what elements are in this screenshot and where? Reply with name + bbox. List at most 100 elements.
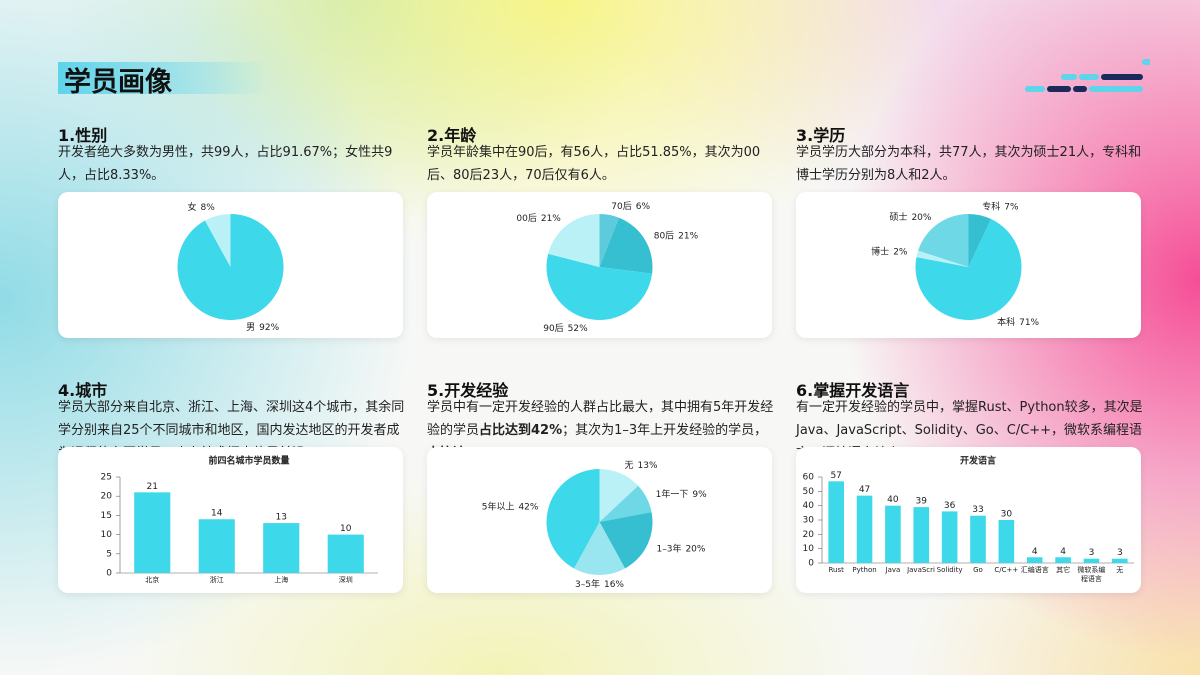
- slice-value: 20%: [685, 544, 705, 554]
- slice-category: 专科: [982, 200, 1000, 212]
- x-label-box: C/C++: [994, 566, 1019, 574]
- bar-value-label: 47: [859, 485, 870, 495]
- section-heading: 5.开发经验: [427, 381, 509, 400]
- slice-category: 男: [246, 322, 255, 333]
- bar: [1026, 557, 1043, 563]
- section-heading: 1.性别: [58, 126, 108, 145]
- chart-card: 无 13% 1年一下 9% 1–3年 20% 3–5年 16% 5年以上 42%: [427, 447, 772, 593]
- x-label-box: Go: [973, 566, 983, 574]
- x-label-box: 微软系编程语言: [1077, 566, 1106, 583]
- bar-value-label: 4: [1060, 547, 1066, 557]
- pie-slice: [546, 253, 653, 320]
- slice-label: 博士 2%: [871, 245, 908, 257]
- pie-slice: [548, 214, 600, 267]
- pie-slice: [599, 512, 653, 569]
- bar: [198, 519, 235, 573]
- bar-value-label: 33: [972, 505, 983, 515]
- bar-value-label: 3: [1089, 548, 1095, 558]
- section-text: 学员年龄集中在90后，有56人，占比51.85%，其次为00后、80后23人，7…: [427, 141, 777, 187]
- x-label-box: 上海: [274, 576, 288, 584]
- slice-category: 1年一下: [656, 487, 689, 499]
- text: 学员年龄集中在90后，有56人，占比51.85%，其次为00后、80后23人，7…: [427, 145, 761, 183]
- text: ；其次为1–3年上开发经验的学员，: [562, 423, 768, 438]
- y-tick-label: 0: [106, 569, 112, 579]
- y-tick-label: 25: [101, 473, 112, 483]
- slice-label: 90后 52%: [543, 322, 588, 333]
- x-tick-label: 微软系编程语言: [1077, 566, 1106, 583]
- x-label-box: JavaScript: [907, 566, 935, 574]
- x-tick-label: 无: [1116, 566, 1124, 574]
- slice-label: 本科 71%: [997, 316, 1039, 328]
- slice-value: 52%: [568, 323, 588, 333]
- slice-category: 90后: [543, 322, 563, 333]
- chart: 男 92% 女 8%: [177, 200, 284, 333]
- slice-value: 2%: [893, 247, 908, 257]
- slice-value: 16%: [604, 580, 624, 590]
- slice-label: 70后 6%: [611, 201, 650, 212]
- section-heading: 3.学历: [796, 126, 846, 145]
- y-tick-label: 20: [101, 492, 113, 502]
- slice-label: 女 8%: [188, 200, 216, 212]
- chart-card: 开发语言 0 10 20 30 40 50 60 57 Rust 47 Python 40 Java 39 J…: [796, 447, 1141, 593]
- chart: 前四名城市学员数量 0 5 10 15 20 25 21 北京 14 浙江 13 上海 10 深圳: [101, 455, 378, 584]
- bar: [998, 520, 1015, 563]
- slice-category: 00后: [516, 213, 536, 224]
- slice-value: 6%: [636, 202, 651, 212]
- bar: [263, 523, 300, 573]
- bar-value-label: 30: [1001, 510, 1013, 520]
- bar: [828, 481, 844, 563]
- chart: 无 13% 1年一下 9% 1–3年 20% 3–5年 16% 5年以上 42%: [482, 460, 707, 590]
- slice-label: 3–5年 16%: [575, 578, 624, 590]
- chart: 专科 7% 本科 71% 博士 2% 硕士 20%: [871, 200, 1039, 328]
- x-tick-label: Python: [852, 566, 877, 574]
- text: 开发者绝大多数为男性，共99人，占比91.67%；女性共9人，占比8.33%。: [58, 145, 393, 183]
- bar: [134, 492, 171, 573]
- bar-value-label: 21: [147, 482, 158, 492]
- bar-value-label: 14: [211, 509, 223, 519]
- slide-title: 学员画像: [64, 67, 172, 98]
- y-tick-label: 0: [808, 559, 814, 569]
- y-tick-label: 20: [803, 530, 815, 540]
- bar-value-label: 57: [830, 471, 841, 481]
- slice-category: 本科: [997, 316, 1015, 328]
- x-label-box: 无: [1116, 566, 1124, 574]
- chart: 开发语言 0 10 20 30 40 50 60 57 Rust 47 Python 40 Java 39 J…: [803, 455, 1134, 583]
- slice-label: 00后 21%: [516, 213, 561, 224]
- x-label-box: 深圳: [339, 576, 353, 584]
- x-tick-label: Go: [973, 566, 983, 574]
- slice-value: 92%: [259, 323, 279, 333]
- slice-value: 8%: [201, 202, 216, 212]
- slice-category: 硕士: [889, 210, 907, 222]
- pie-slice: [599, 217, 653, 274]
- x-tick-label: C/C++: [994, 566, 1019, 574]
- section-text: 开发者绝大多数为男性，共99人，占比91.67%；女性共9人，占比8.33%。: [58, 141, 408, 187]
- bar: [327, 534, 364, 573]
- chart-title: 前四名城市学员数量: [208, 455, 289, 467]
- slice-category: 1–3年: [657, 542, 682, 554]
- slice-category: 女: [188, 200, 197, 212]
- slice-label: 专科 7%: [982, 200, 1019, 212]
- x-tick-label: 其它: [1056, 566, 1071, 574]
- text: 学员中有一定开发经验的人群占比最大，其中拥有5年开发经验的学员: [427, 400, 774, 438]
- bar: [1055, 557, 1071, 563]
- bar: [856, 495, 873, 563]
- slice-category: 5年以上: [482, 500, 515, 512]
- slice-label: 1–3年 20%: [657, 542, 706, 554]
- pie-slice: [573, 522, 626, 575]
- pie-slice: [916, 250, 969, 267]
- slice-category: 3–5年: [575, 578, 600, 590]
- pie-slice: [968, 214, 992, 267]
- bar: [941, 511, 958, 563]
- bar-value-label: 39: [916, 497, 928, 507]
- bar-value-label: 13: [276, 513, 287, 523]
- y-tick-label: 50: [803, 487, 815, 497]
- y-tick-label: 10: [101, 530, 113, 540]
- y-tick-label: 5: [106, 549, 112, 559]
- bar: [1112, 558, 1128, 563]
- text: 学员学历大部分为本科，共77人，其次为硕士21人，专科和博士学历分别为8人和2人…: [796, 145, 1142, 183]
- pie-slice: [204, 214, 231, 267]
- slice-value: 42%: [518, 502, 538, 512]
- x-label-box: 其它: [1056, 566, 1071, 574]
- pie-slice: [599, 485, 652, 522]
